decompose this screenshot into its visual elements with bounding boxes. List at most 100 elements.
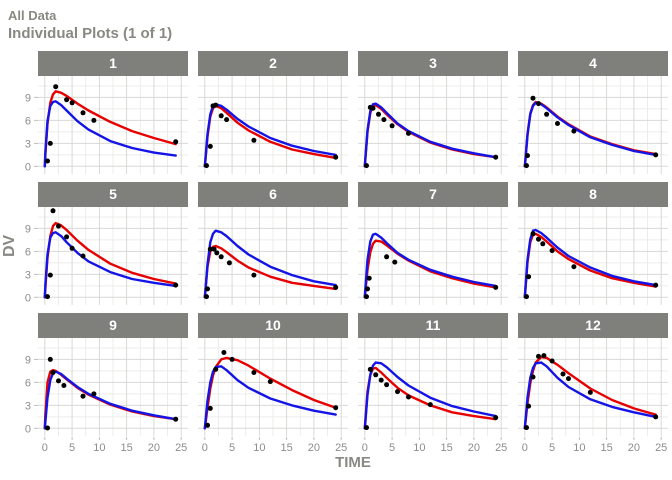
observed-point (536, 353, 541, 359)
observed-point (392, 259, 398, 265)
x-tick-label: 20 (468, 442, 480, 453)
facet-8: 8 (518, 182, 668, 305)
observed-point (549, 248, 555, 254)
facet-panel (518, 338, 668, 436)
observed-point (549, 358, 555, 364)
x-tick-label: 5 (389, 442, 395, 453)
y-tick-label: 0 (25, 292, 31, 304)
observed-point (395, 389, 400, 395)
observed-point (218, 113, 224, 119)
red-curve (43, 369, 177, 430)
x-axis-spacer (0, 437, 38, 453)
observed-point (525, 153, 530, 159)
observed-point (373, 372, 379, 378)
observed-point (56, 378, 61, 384)
red-curve (203, 104, 337, 168)
observed-point (366, 275, 372, 281)
red-curve (363, 103, 497, 168)
observed-point (381, 117, 387, 123)
observed-point (204, 294, 209, 300)
observed-point (56, 223, 61, 229)
y-tick-label: 6 (25, 115, 31, 127)
x-tick-label: 10 (93, 442, 105, 453)
observed-point (251, 370, 257, 375)
observed-point (378, 377, 384, 383)
x-tick-label: 10 (573, 442, 585, 453)
blue-curve (203, 229, 337, 299)
facet-row: 0 3 6 9 9 10 11 12 (0, 313, 672, 436)
x-tick-label: 15 (280, 442, 292, 453)
facet-strip-label: 9 (38, 313, 188, 338)
observed-point (389, 123, 395, 129)
observed-point (64, 234, 70, 240)
observed-point (213, 366, 219, 372)
observed-point (80, 253, 86, 259)
observed-point (45, 294, 50, 300)
observed-point (333, 405, 339, 411)
observed-point (524, 425, 529, 431)
observed-point (524, 163, 529, 169)
observed-point (365, 286, 370, 292)
x-axis-ticks: 0 5 10 15 20 25 (42, 437, 187, 453)
observed-point (536, 101, 541, 107)
facet-strip-label: 8 (518, 182, 668, 207)
observed-point (229, 356, 235, 362)
facet-row: 0 3 6 9 5 6 7 8 (0, 182, 672, 305)
x-tick-label: 20 (148, 442, 160, 453)
observed-point (64, 97, 70, 103)
observed-point (367, 366, 373, 372)
y-tick-label: 6 (25, 377, 31, 389)
x-tick-label: 10 (413, 442, 425, 453)
facet-3: 3 (358, 51, 508, 174)
x-axis-ticks: 0 5 10 15 20 25 (202, 437, 347, 453)
observed-point (333, 284, 339, 290)
facet-strip-label: 10 (198, 313, 348, 338)
observed-point (370, 105, 376, 111)
y-tick-label: 9 (25, 223, 31, 235)
observed-point (493, 415, 499, 421)
facet-panel (38, 207, 188, 305)
observed-point (566, 376, 571, 382)
y-tick-label: 0 (25, 161, 31, 173)
x-tick-label: 10 (253, 442, 265, 453)
facet-panel (518, 207, 668, 305)
x-tick-label: 0 (202, 442, 208, 453)
x-tick-label: 0 (362, 442, 368, 453)
observed-point (541, 353, 547, 359)
facet-4: 4 (518, 51, 668, 174)
facet-plot-area: DV 0 3 6 9 1 2 3 4 0 3 6 9 5 6 7 8 0 3 6 9 9 10 1… (0, 51, 672, 471)
observed-point (218, 254, 224, 260)
facet-strip-label: 7 (358, 182, 508, 207)
observed-point (69, 100, 75, 106)
observed-point (653, 414, 659, 420)
facet-panel (518, 76, 668, 174)
facet-1: 1 (38, 51, 188, 174)
observed-point (384, 382, 390, 388)
observed-point (540, 241, 546, 247)
facet-grid: 0 3 6 9 1 2 3 4 0 3 6 9 5 6 7 8 0 3 6 9 9 10 11 1… (0, 51, 672, 436)
observed-point (524, 294, 529, 300)
observed-point (530, 231, 536, 237)
observed-point (493, 284, 499, 290)
red-curve (203, 244, 337, 299)
observed-point (204, 163, 209, 169)
observed-point (555, 121, 560, 126)
y-axis-gutter: 0 3 6 9 (25, 223, 38, 304)
observed-point (653, 282, 659, 288)
observed-point (173, 282, 179, 288)
observed-point (53, 84, 59, 90)
x-tick-label: 15 (600, 442, 612, 453)
facet-strip-label: 1 (38, 51, 188, 76)
observed-point (406, 130, 411, 136)
facet-9: 9 (38, 313, 188, 436)
y-tick-label: 9 (25, 92, 31, 104)
observed-point (80, 393, 86, 399)
observed-point (47, 356, 53, 362)
x-tick-label: 0 (522, 442, 528, 453)
blue-curve (43, 100, 177, 168)
x-tick-label: 5 (229, 442, 235, 453)
observed-point (213, 102, 219, 108)
observed-point (251, 272, 257, 278)
facet-strip-label: 6 (198, 182, 348, 207)
observed-point (91, 117, 97, 123)
